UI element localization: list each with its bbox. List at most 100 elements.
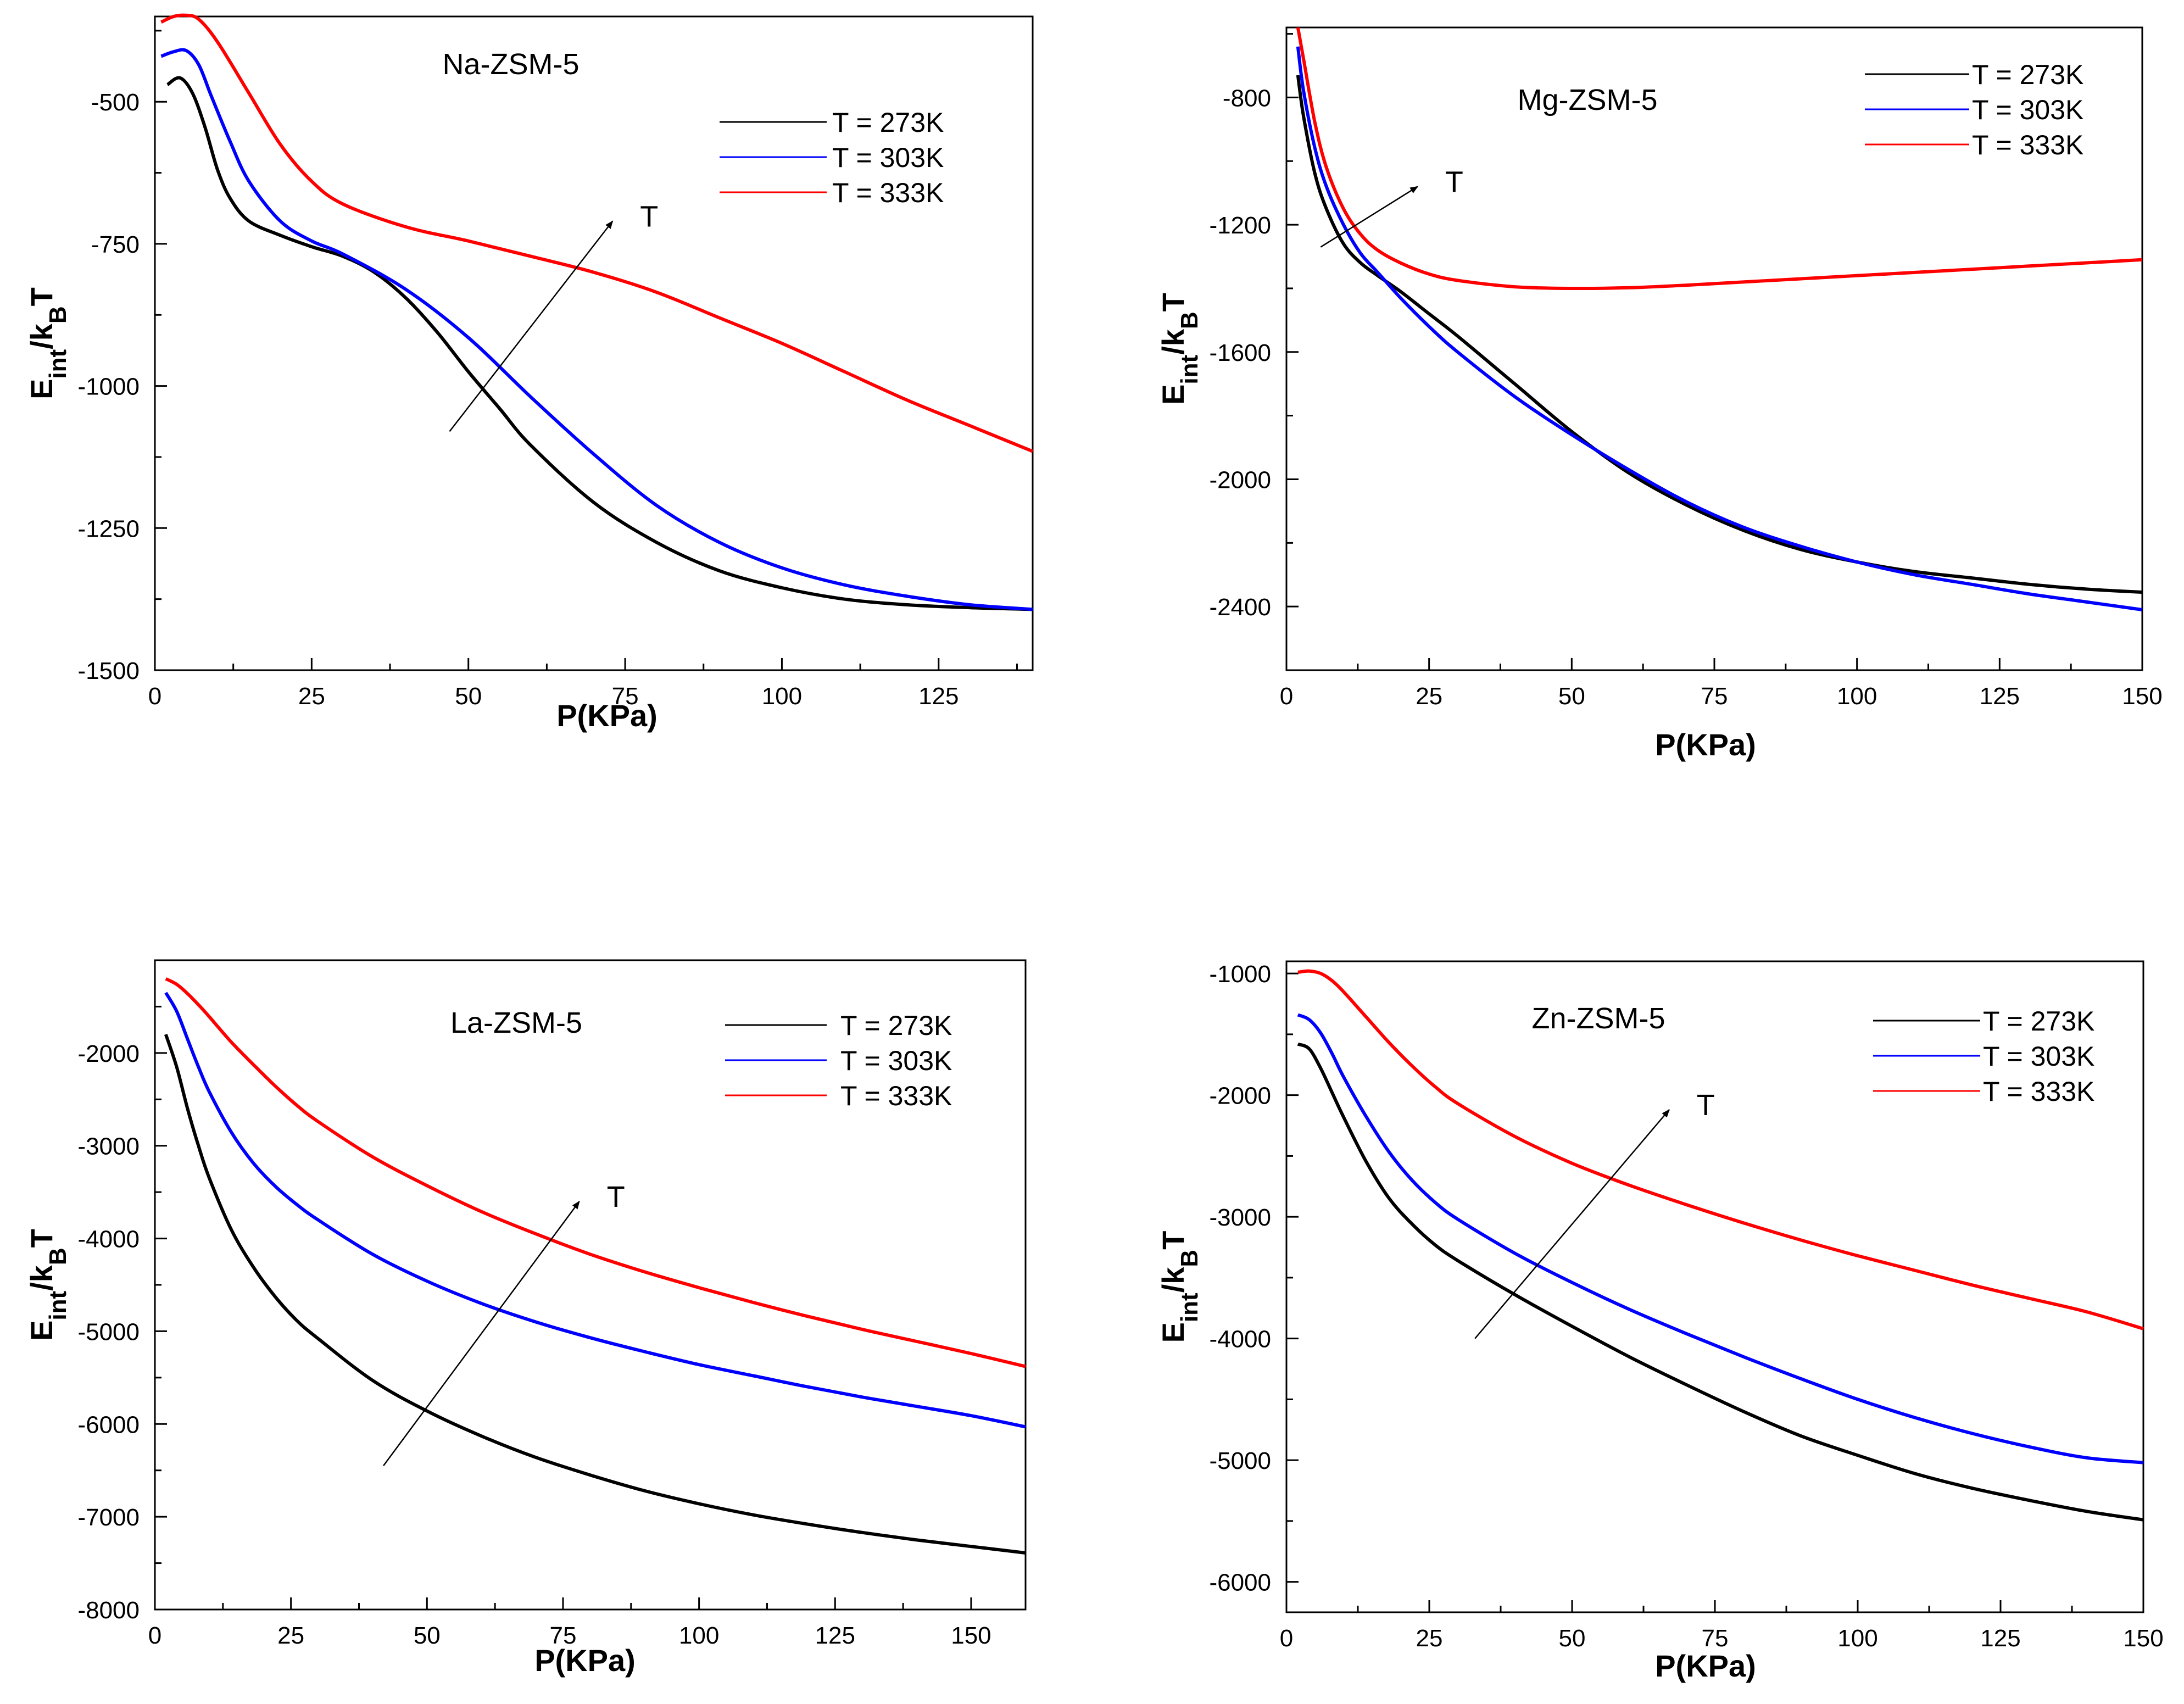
temperature-arrow [383,1200,580,1467]
y-axis-title: Eint/kBT [24,1229,71,1341]
x-tick-label: 75 [549,1622,576,1649]
y-tick-label: -6000 [77,1411,140,1438]
panel-title: Mg-ZSM-5 [1518,83,1658,116]
y-axis-title-sub1: int [1176,354,1203,384]
series-line-303k [1296,46,2143,611]
legend-label-273k: T = 273K [1983,1006,2094,1037]
y-tick-label: -2000 [1209,1083,1271,1110]
x-tick-label: 75 [612,683,639,710]
y-axis-title-end: T [1156,1231,1190,1250]
y-axis-title-sub2: B [1176,1250,1203,1267]
y-axis-title-mid: /k [1156,1267,1190,1293]
y-tick-label: -1600 [1209,339,1271,366]
temperature-arrow-label: T [640,201,658,233]
temperature-arrow [449,220,614,432]
y-tick-label: -8000 [77,1597,140,1624]
y-tick-label: -5000 [77,1318,140,1345]
panel-title: Na-ZSM-5 [442,48,579,81]
x-tick-label: 0 [1280,683,1293,710]
x-tick-label: 150 [2122,683,2162,710]
legend-label-303k: T = 303K [1983,1041,2094,1072]
legend-label-273k: T = 273K [840,1010,952,1041]
series-line-303k [1297,1013,2144,1464]
panel-title: La-ZSM-5 [450,1006,582,1039]
legend-label-333k: T = 333K [1983,1076,2094,1107]
x-tick-label: 125 [1980,1625,2020,1652]
legend-label-273k: T = 273K [832,107,944,138]
x-tick-label: 100 [679,1622,719,1649]
y-axis-title-sub2: B [1176,311,1203,329]
y-axis-title-mid: /k [24,323,59,349]
y-tick-label: -1500 [77,658,140,684]
y-axis-title-main: E [24,1321,59,1341]
series-line-273k [164,1034,1026,1555]
y-axis-title-mid: /k [24,1265,59,1291]
x-tick-label: 100 [1837,683,1877,710]
x-axis-title: P(KPa) [1655,1649,1756,1683]
y-tick-label: -2000 [1209,466,1271,493]
series-line-273k [1296,75,2143,594]
series-line-333k [160,13,1034,453]
x-tick-label: 75 [1702,1625,1729,1652]
y-tick-label: -1250 [77,515,140,542]
x-tick-label: 25 [1416,1625,1443,1652]
panel-na-zsm5: Na-ZSM-5 P(KPa) Eint/kBT T = 273K T = 30… [24,13,1034,733]
y-axis-title-end: T [24,1229,59,1248]
legend-label-303k: T = 303K [832,142,944,173]
x-tick-label: 100 [1837,1625,1877,1652]
x-axis-title: P(KPa) [1655,727,1756,762]
panel-mg-zsm5: Mg-ZSM-5 P(KPa) Eint/kBT T = 273K T = 30… [1156,26,2163,762]
temperature-arrow-label: T [607,1180,625,1213]
series-line-273k [1297,1042,2144,1522]
series-line-303k [160,48,1033,611]
y-tick-label: -7000 [77,1504,140,1531]
y-axis-title-end: T [24,287,59,306]
x-tick-label: 50 [1558,683,1585,710]
y-axis-title-mid: /k [1156,328,1190,355]
y-axis-title: Eint/kBT [24,287,71,399]
series-line-303k [164,992,1026,1429]
y-tick-label: -1000 [1209,961,1271,988]
temperature-arrow-label: T [1445,166,1463,199]
y-axis-title-main: E [1156,1322,1190,1343]
y-tick-label: -3000 [1209,1204,1271,1231]
y-axis-title-sub2: B [44,306,71,324]
y-tick-label: -3000 [77,1133,140,1160]
panel-zn-zsm5: Zn-ZSM-5 P(KPa) Eint/kBT T = 273K T = 30… [1156,960,2164,1683]
panel-title: Zn-ZSM-5 [1532,1002,1665,1035]
y-axis-title-end: T [1156,293,1190,311]
legend-label-333k: T = 333K [840,1081,952,1111]
series-line-273k [166,76,1033,611]
legend-label-333k: T = 333K [832,177,944,208]
temperature-arrow [1474,1109,1670,1339]
y-axis-title-main: E [1156,385,1190,405]
panel-la-zsm5: La-ZSM-5 P(KPa) Eint/kBT T = 273K T = 30… [24,959,1027,1678]
y-tick-label: -500 [91,89,140,116]
y-axis-title-sub1: int [44,1290,71,1320]
x-tick-label: 125 [918,683,959,710]
y-tick-label: -4000 [77,1226,140,1253]
x-tick-label: 75 [1701,683,1728,710]
x-axis-title: P(KPa) [556,698,658,733]
x-tick-label: 125 [1980,683,2020,710]
legend-label-333k: T = 333K [1972,130,2083,160]
temperature-arrow-label: T [1697,1089,1715,1122]
x-tick-label: 125 [815,1622,855,1649]
legend-label-303k: T = 303K [840,1045,952,1076]
temperature-arrow [1320,186,1419,248]
y-axis-title: Eint/kBT [1156,1231,1203,1343]
y-tick-label: -4000 [1209,1326,1271,1353]
series-line-333k [1296,27,2143,291]
y-axis-title-sub2: B [44,1248,71,1265]
y-tick-label: -750 [91,231,140,258]
x-tick-label: 100 [762,683,802,710]
y-axis-title-sub1: int [44,349,71,378]
y-axis-title-sub1: int [1176,1293,1203,1322]
y-tick-label: -1200 [1209,212,1271,239]
x-tick-label: 25 [1416,683,1442,710]
y-tick-label: -5000 [1209,1447,1271,1474]
series-line-333k [1297,969,2144,1330]
x-tick-label: 0 [148,1622,161,1649]
